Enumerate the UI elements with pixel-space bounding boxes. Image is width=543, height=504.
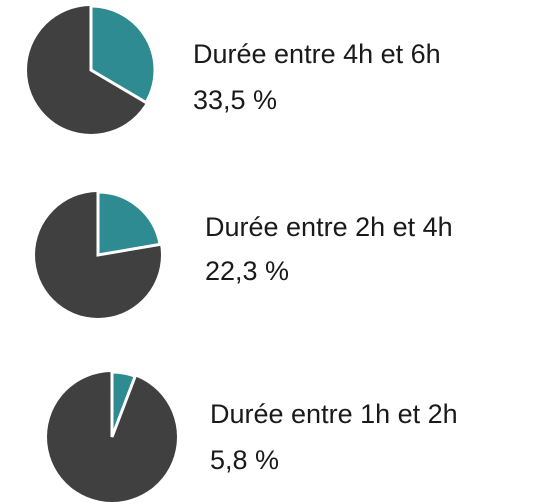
value-label: 22,3 %: [205, 256, 289, 286]
value-label: 5,8 %: [210, 445, 279, 475]
pie-title: Durée entre 2h et 4h: [205, 212, 453, 242]
pie-slice: [110, 370, 138, 438]
pie-title: Durée entre 1h et 2h: [210, 399, 458, 429]
pie-title: Durée entre 4h et 6h: [193, 39, 441, 69]
pie-slice: [96, 190, 162, 257]
value-label: 33,5 %: [193, 85, 277, 115]
pie-slice: [89, 4, 157, 105]
